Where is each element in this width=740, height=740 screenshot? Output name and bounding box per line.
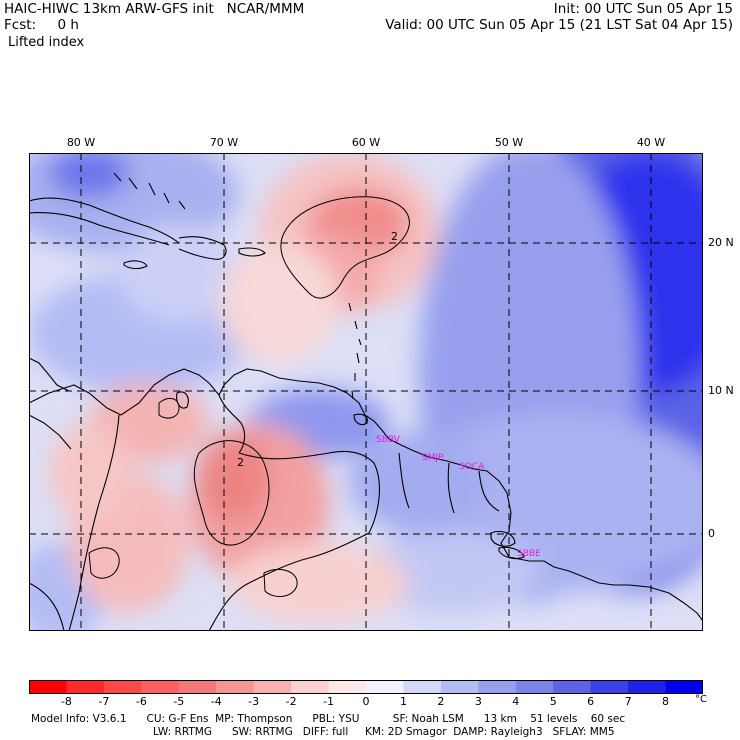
station-label-soca: SOCA: [459, 462, 485, 472]
colorbar-segment: [328, 680, 367, 694]
colorbar-segment: [253, 680, 292, 694]
colorbar: [29, 680, 703, 694]
lat-label-0: 0: [708, 527, 715, 540]
colorbar-tick-label: -5: [173, 695, 185, 708]
colorbar-tick-label: -6: [135, 695, 147, 708]
colorbar-segment: [66, 680, 105, 694]
colorbar-tick-label: 5: [549, 695, 557, 708]
lat-label-20n: 20 N: [708, 236, 734, 249]
colorbar-tick-label: 4: [512, 695, 520, 708]
colorbar-segment: [366, 680, 404, 694]
map-frame: [29, 153, 703, 631]
coastlines: [29, 172, 703, 631]
colorbar-unit: °C: [695, 694, 707, 705]
colorbar-segment: [515, 680, 554, 694]
init-time: Init: 00 UTC Sun 05 Apr 15: [553, 1, 733, 17]
lat-lon-grid: [29, 153, 703, 631]
lon-label-60w: 60 W: [351, 136, 381, 149]
colorbar-tick-label: 3: [474, 695, 482, 708]
colorbar-segment: [590, 680, 629, 694]
colorbar-tick-label: -3: [248, 695, 260, 708]
field-shading: [29, 153, 703, 631]
colorbar-segment: [29, 680, 67, 694]
colorbar-segment: [478, 680, 517, 694]
lat-label-10n: 10 N: [708, 384, 734, 397]
field-name: Lifted index: [8, 35, 85, 50]
colorbar-segment: [141, 680, 180, 694]
station-label-sbbe: SBBE: [517, 549, 541, 559]
lon-label-50w: 50 W: [494, 136, 524, 149]
colorbar-segment: [665, 680, 703, 694]
colorbar-segment: [553, 680, 592, 694]
colorbar-tick-label: -2: [285, 695, 297, 708]
colorbar-tick-label: 0: [362, 695, 370, 708]
colorbar-tick-label: 8: [662, 695, 670, 708]
lon-label-40w: 40 W: [636, 136, 666, 149]
colorbar-segment: [103, 680, 142, 694]
lon-label-80w: 80 W: [66, 136, 96, 149]
lifted-index-map: 2 2 SBBV SMJP SOCA SBBE: [29, 153, 703, 631]
station-labels: SBBV SMJP SOCA SBBE: [376, 435, 541, 559]
colorbar-frame: [29, 680, 703, 694]
colorbar-segment: [403, 680, 442, 694]
colorbar-segment: [628, 680, 667, 694]
model-info-line2: LW: RRTMG SW: RRTMG DIFF: full KM: 2D Sm…: [153, 726, 615, 738]
colorbar-segment: [440, 680, 479, 694]
colorbar-segment: [178, 680, 217, 694]
header-title: HAIC-HIWC 13km ARW-GFS init NCAR/MMM: [4, 1, 305, 17]
colorbar-tick-label: 1: [399, 695, 407, 708]
valid-time: Valid: 00 UTC Sun 05 Apr 15 (21 LST Sat …: [385, 17, 733, 33]
colorbar-tick-label: -1: [323, 695, 335, 708]
colorbar-segment: [216, 680, 255, 694]
lon-label-70w: 70 W: [209, 136, 239, 149]
contour-label: 2: [237, 456, 244, 469]
colorbar-tick-label: 6: [587, 695, 595, 708]
contour-label: 2: [391, 230, 398, 243]
colorbar-tick-label: 7: [624, 695, 632, 708]
colorbar-segment: [291, 680, 330, 694]
header-fcst: Fcst: 0 h: [4, 17, 79, 33]
colorbar-tick-label: 2: [437, 695, 445, 708]
station-label-smjp: SMJP: [422, 453, 444, 463]
colorbar-tick-label: -8: [60, 695, 72, 708]
colorbar-tick-label: -4: [210, 695, 222, 708]
model-info-line1: Model Info: V3.6.1 CU: G-F Ens MP: Thomp…: [31, 713, 626, 725]
colorbar-tick-label: -7: [98, 695, 110, 708]
contour-lines: [88, 196, 410, 597]
station-label-sbbv: SBBV: [376, 435, 401, 445]
